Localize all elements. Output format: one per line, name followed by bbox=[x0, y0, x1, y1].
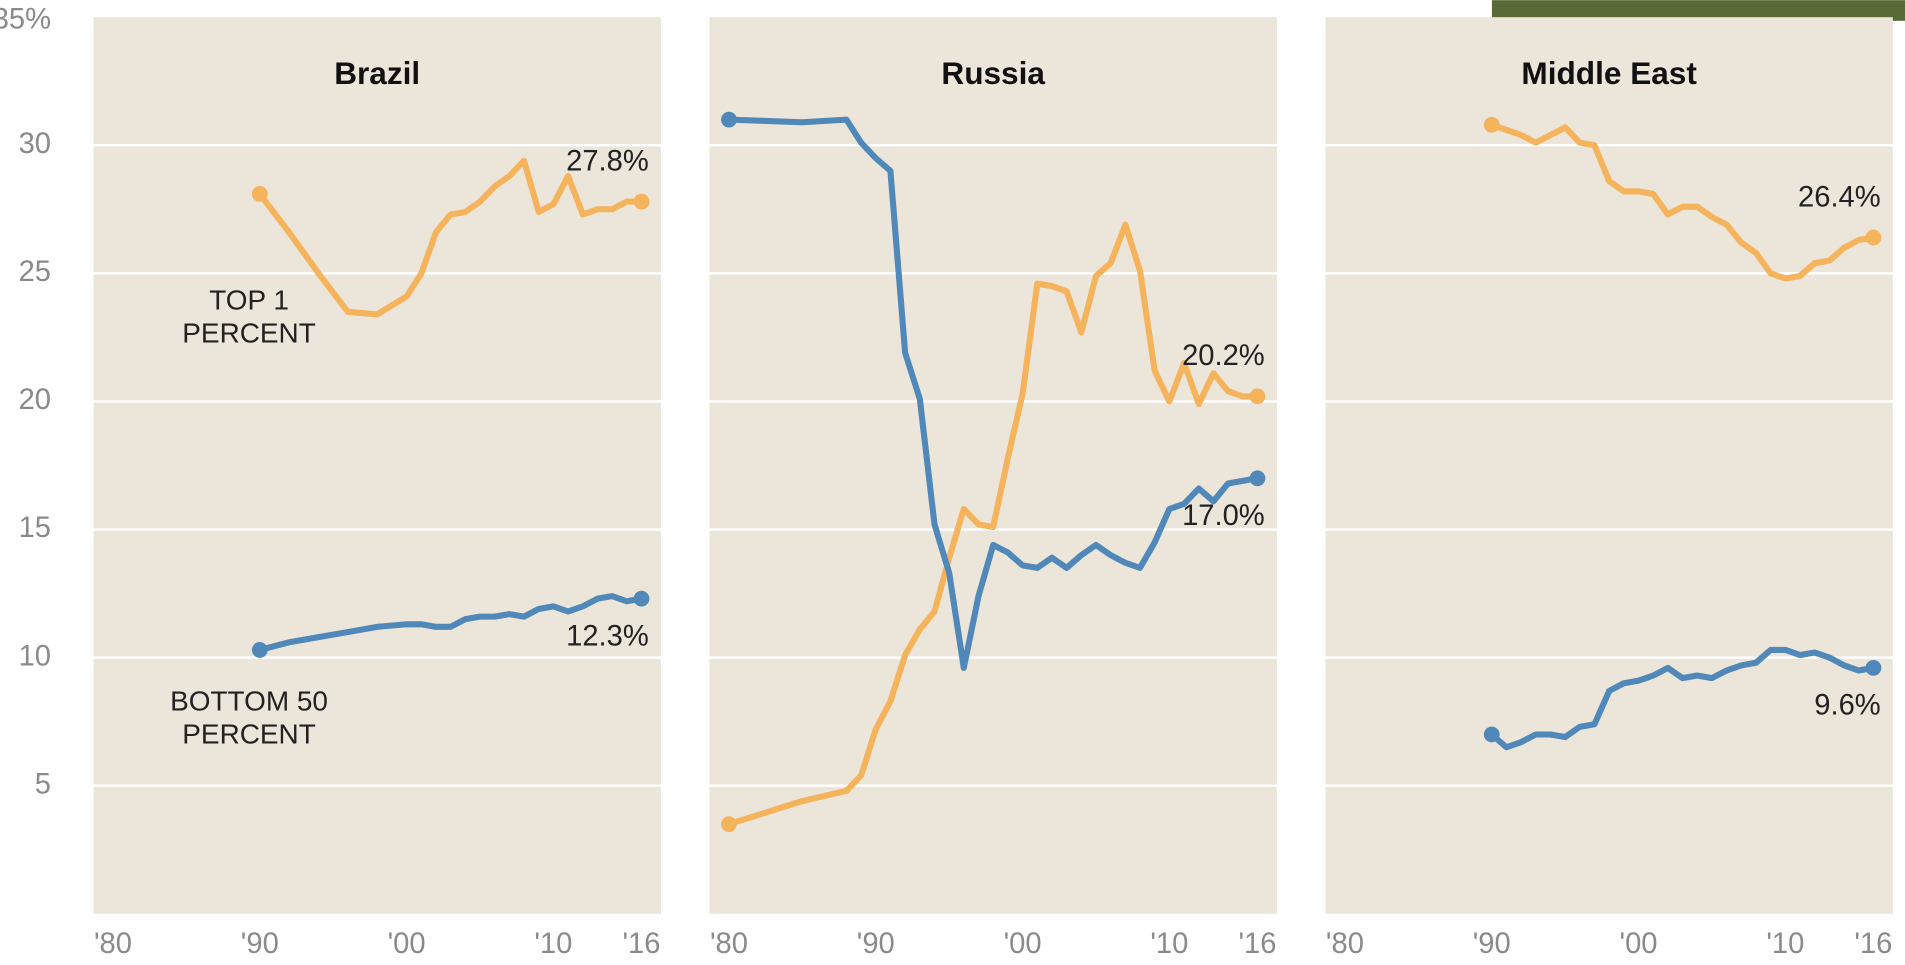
panel-title: Russia bbox=[941, 55, 1045, 91]
y-tick-label: 10 bbox=[19, 640, 51, 672]
x-tick-label: '16 bbox=[1238, 928, 1276, 960]
value-label: 20.2% bbox=[1182, 340, 1265, 372]
x-tick-label: '10 bbox=[534, 928, 572, 960]
end-point bbox=[1484, 727, 1500, 743]
value-label: 27.8% bbox=[566, 145, 649, 177]
x-tick-label: '80 bbox=[710, 928, 748, 960]
x-tick-label: '90 bbox=[241, 928, 279, 960]
end-point bbox=[721, 816, 737, 832]
y-tick-label: 5 bbox=[35, 768, 51, 800]
x-tick-label: '80 bbox=[1326, 928, 1364, 960]
x-tick-label: '90 bbox=[1473, 928, 1511, 960]
end-point bbox=[1866, 230, 1882, 246]
value-label: 12.3% bbox=[566, 620, 649, 652]
end-point bbox=[1250, 388, 1266, 404]
chart: 5 10 15 20 25 30 35% '80 '90 '00 '10 '16 Brazil 27.8%… bbox=[0, 0, 1905, 965]
panel-background bbox=[1325, 17, 1892, 914]
value-label: 26.4% bbox=[1798, 181, 1881, 213]
y-tick-label: 25 bbox=[19, 256, 51, 288]
x-tick-label: '10 bbox=[1150, 928, 1188, 960]
x-tick-label: '90 bbox=[857, 928, 895, 960]
end-point bbox=[634, 591, 650, 607]
x-tick-label: '16 bbox=[1854, 928, 1892, 960]
end-point bbox=[1484, 117, 1500, 133]
end-point bbox=[252, 186, 268, 202]
value-label: 9.6% bbox=[1814, 689, 1880, 721]
x-tick-label: '00 bbox=[1620, 928, 1658, 960]
page: 5 10 15 20 25 30 35% '80 '90 '00 '10 '16 Brazil 27.8%… bbox=[0, 0, 1905, 965]
panel-title: Brazil bbox=[334, 55, 420, 91]
end-point bbox=[1866, 660, 1882, 676]
end-point bbox=[634, 194, 650, 210]
y-tick-label: 35% bbox=[0, 4, 51, 36]
value-label: 17.0% bbox=[1182, 500, 1265, 532]
end-point bbox=[721, 112, 737, 128]
x-tick-label: '00 bbox=[1004, 928, 1042, 960]
x-tick-label: '10 bbox=[1766, 928, 1804, 960]
panel-background bbox=[710, 17, 1277, 914]
y-tick-label: 15 bbox=[19, 512, 51, 544]
end-point bbox=[1250, 470, 1266, 486]
x-tick-label: '00 bbox=[388, 928, 426, 960]
y-tick-label: 20 bbox=[19, 384, 51, 416]
x-tick-label: '80 bbox=[94, 928, 132, 960]
y-tick-label: 30 bbox=[19, 128, 51, 160]
panel-title: Middle East bbox=[1521, 55, 1697, 91]
x-tick-label: '16 bbox=[622, 928, 660, 960]
end-point bbox=[252, 642, 268, 658]
